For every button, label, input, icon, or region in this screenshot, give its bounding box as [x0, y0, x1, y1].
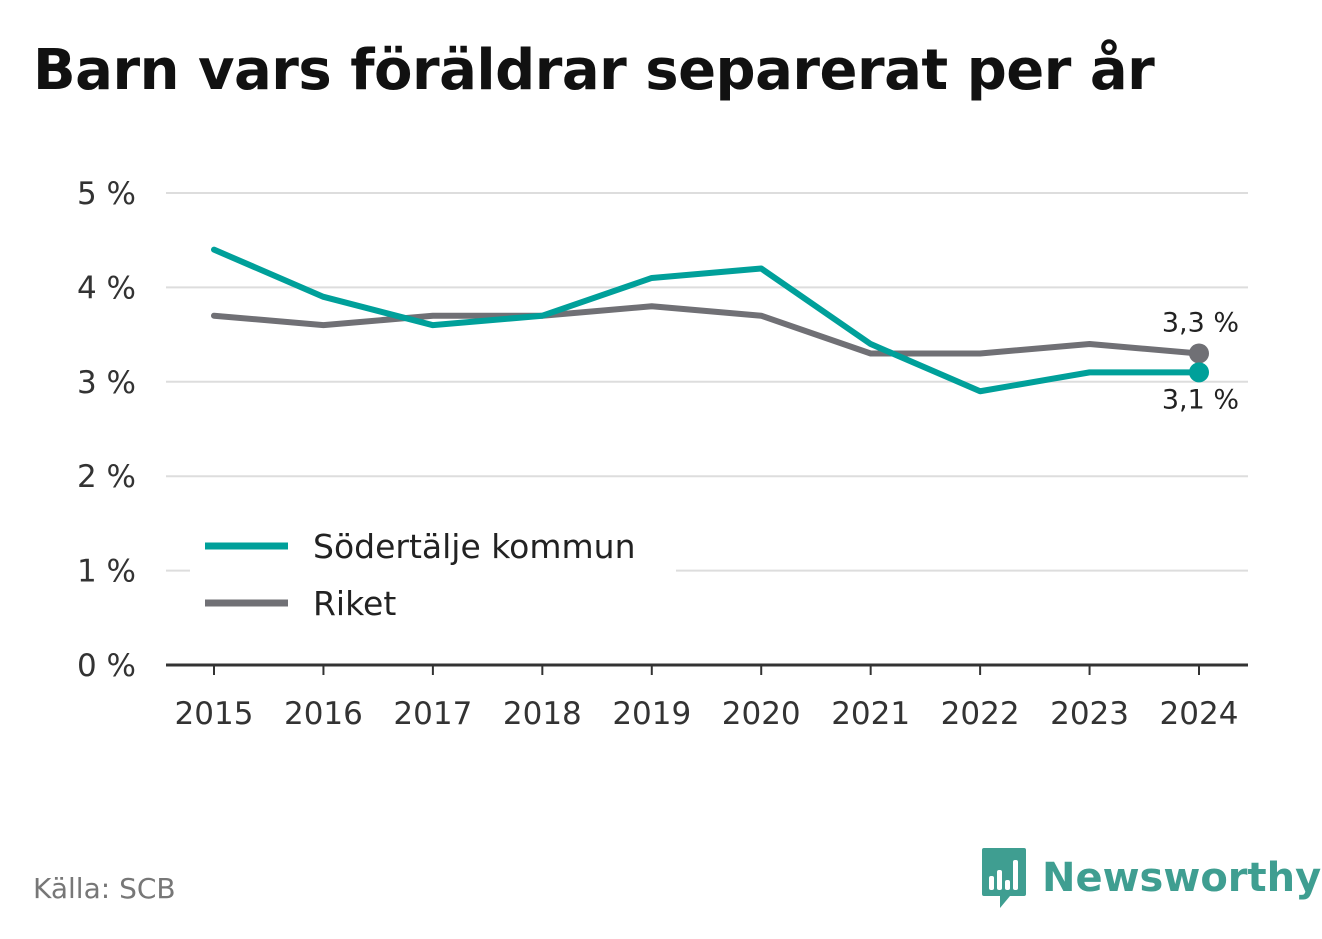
- series-end-point: [1189, 343, 1209, 364]
- y-tick-label: 5 %: [77, 176, 136, 212]
- source-note: Källa: SCB: [33, 872, 176, 905]
- legend: Södertälje kommun Riket: [190, 515, 676, 623]
- x-tick-label: 2020: [722, 696, 801, 732]
- series-lines: [211, 246, 1209, 395]
- end-labels: 3,3 % 3,1 %: [1162, 307, 1239, 415]
- x-tick-label: 2015: [175, 696, 254, 732]
- x-tick-label: 2017: [393, 696, 472, 732]
- grid-lines: [166, 192, 1248, 572]
- series-line: [211, 246, 1202, 395]
- x-tick-label: 2022: [941, 696, 1020, 732]
- y-axis-ticks: 0 % 1 % 2 % 3 % 4 % 5 %: [77, 176, 136, 684]
- y-tick-label: 0 %: [77, 648, 136, 684]
- x-tick-label: 2018: [503, 696, 582, 732]
- x-tick-label: 2019: [612, 696, 691, 732]
- series-line: [211, 303, 1202, 357]
- x-tick-label: 2023: [1050, 696, 1129, 732]
- x-tick-label: 2016: [284, 696, 363, 732]
- series-end-label: 3,3 %: [1162, 307, 1239, 338]
- x-tick-label: 2021: [831, 696, 910, 732]
- x-tick-label: 2024: [1160, 696, 1239, 732]
- y-tick-label: 3 %: [77, 365, 136, 401]
- bar-chart-speech-bubble-icon: [982, 848, 1026, 908]
- series-end-point: [1189, 362, 1209, 383]
- brand-name: Newsworthy: [1042, 855, 1322, 901]
- y-tick-label: 2 %: [77, 459, 136, 495]
- line-chart: 0 %1 %2 %3 %4 %5 % 2015 2016 2017 2018 2019 2…: [77, 176, 1248, 732]
- y-tick-label: 4 %: [77, 270, 136, 306]
- brand-logo: Newsworthy: [980, 846, 1321, 910]
- chart-title: Barn vars föräldrar separerat per år: [33, 38, 1155, 103]
- series-end-label: 3,1 %: [1162, 384, 1239, 415]
- x-axis: 2015 2016 2017 2018 2019 2020 2021 2022 2023 2024: [166, 663, 1248, 732]
- y-tick-label: 1 %: [77, 554, 136, 590]
- legend-label: Riket: [313, 584, 396, 623]
- legend-label: Södertälje kommun: [313, 527, 636, 566]
